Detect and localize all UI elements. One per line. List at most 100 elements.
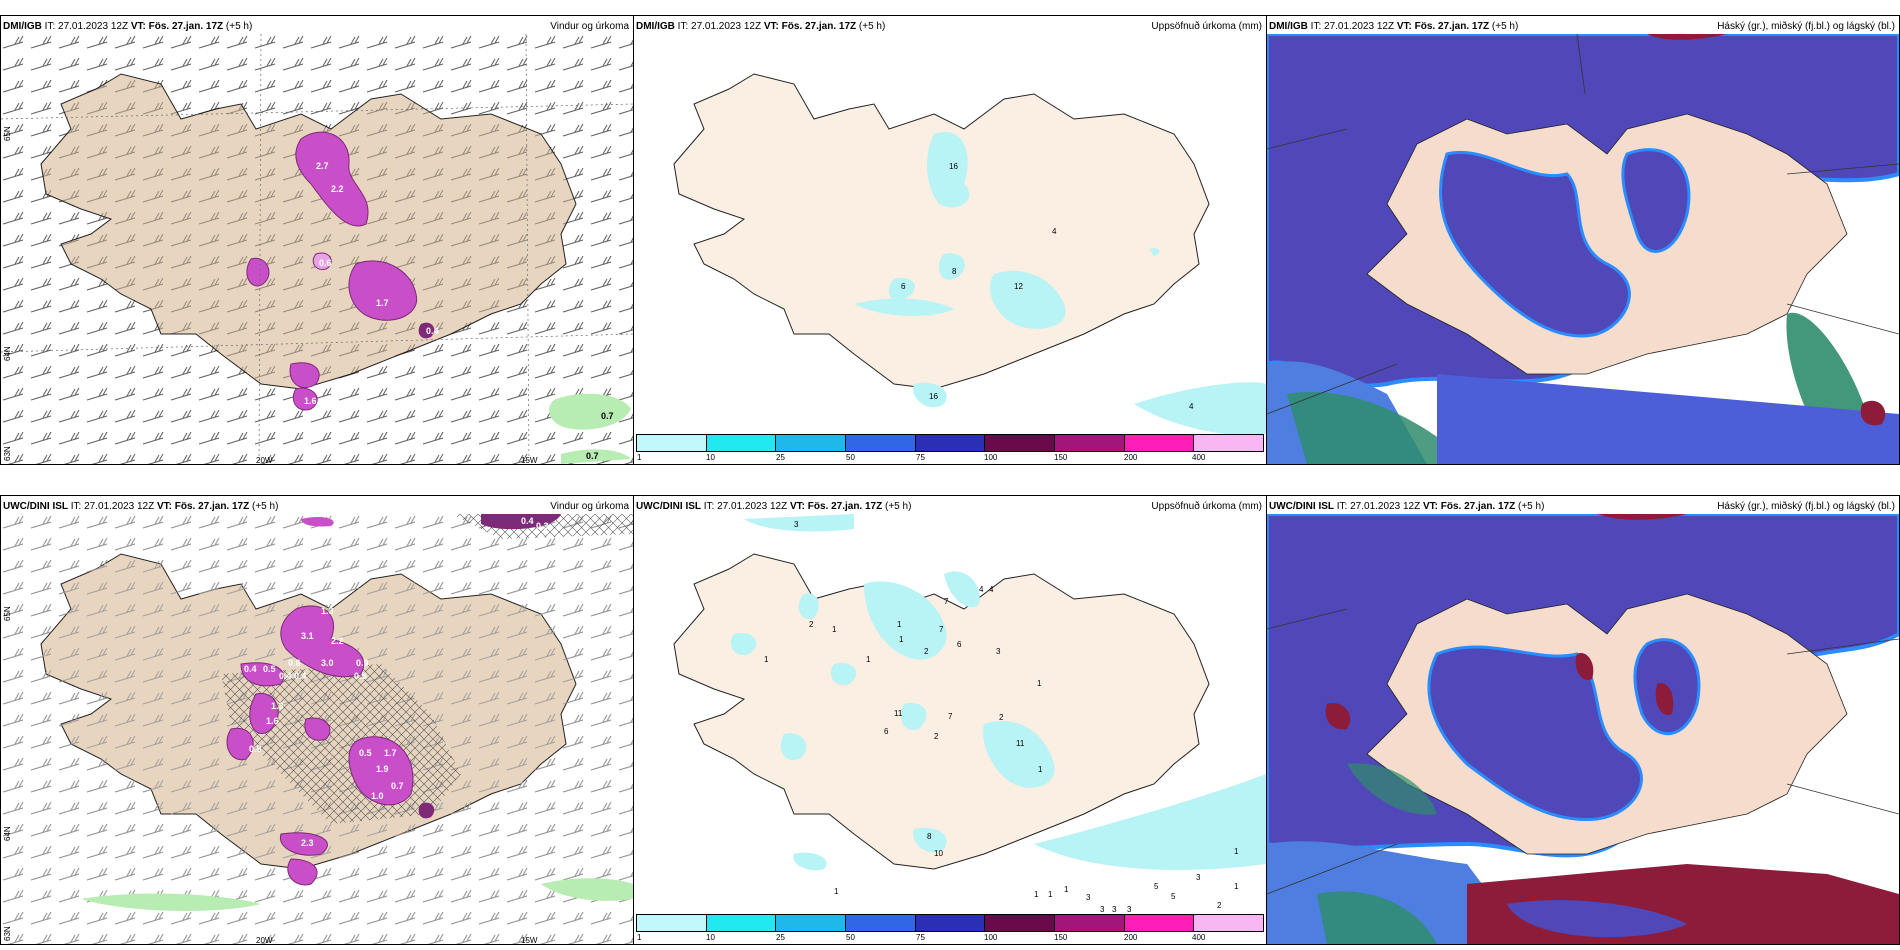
colorbar-bin [1194,435,1264,451]
lon-label-15w: 15W [521,456,538,465]
panel-header: DMI/IGB IT: 27.01.2023 12Z VT: Fös. 27.j… [1269,21,1519,32]
precip-blobs [81,514,633,911]
value-label: 5 [1154,882,1159,891]
value-label: 1 [1038,765,1043,774]
value-label: 1.6 [304,396,317,406]
colorbar [636,914,1264,932]
value-label: 10 [934,849,943,858]
colorbar-bin [985,435,1056,451]
value-label: 1.3 [271,701,284,711]
colorbar-ticks: 1 10 25 50 75 100 150 200 400 [636,933,1264,943]
value-label: 16 [949,162,958,171]
colorbar-tick: 50 [846,933,855,942]
value-label: 1 [1234,847,1239,856]
value-label: 2 [934,732,939,741]
value-label: 1 [1064,885,1069,894]
value-label: 0.4 [426,326,439,336]
lat-label-65n: 65N [3,606,12,621]
colorbar-tick: 1 [637,453,642,462]
value-label: 2 [999,713,1004,722]
accum-blobs [854,132,1266,436]
value-label: 3 [1086,893,1091,902]
value-label: 1.7 [384,748,397,758]
value-label: 0.4 [294,671,307,681]
precip-labels: 2.7 2.2 1.7 0.4 0.6 0.7 0.7 1.6 [304,161,614,461]
value-label: 4 [1052,227,1057,236]
lon-label-15w: 15W [521,936,538,945]
value-label: 0.7 [586,451,599,461]
accum-labels: 3 4 4 7 2 1 1 1 1 2 7 6 3 1 11 6 7 2 2 1… [764,520,1239,914]
panel-title: Uppsöfnuð úrkoma (mm) [1151,21,1262,32]
value-label: 3.1 [301,631,314,641]
colorbar-tick: 400 [1192,453,1206,462]
colorbar-bin [1124,435,1195,451]
value-label: 8 [927,832,932,841]
value-label: 1.6 [266,716,279,726]
colorbar-bin [1194,915,1264,931]
value-label: 7 [948,712,953,721]
value-label: 1 [897,620,902,629]
value-label: 3 [1100,905,1105,914]
value-label: 2 [924,647,929,656]
value-label: 1 [1234,882,1239,891]
panel-clouds-dmi: DMI/IGB IT: 27.01.2023 12Z VT: Fös. 27.j… [1266,15,1900,465]
colorbar-tick: 25 [776,453,785,462]
panel-title: Háský (gr.), miðský (fj.bl.) og lágský (… [1717,501,1895,512]
value-label: 2.7 [316,161,329,171]
value-label: 8 [952,267,957,276]
colorbar-tick: 10 [706,453,715,462]
colorbar-bin [846,915,916,931]
panel-clouds-dini: UWC/DINI ISL IT: 27.01.2023 12Z VT: Fös.… [1266,495,1900,945]
panel-title: Vindur og úrkoma [550,21,629,32]
value-label: 1 [899,635,904,644]
colorbar-bin [1124,915,1195,931]
lat-label-65n: 65N [3,126,12,141]
value-label: 7 [944,597,949,606]
value-label: 1.3 [321,606,334,616]
lon-label-20w: 20W [256,456,273,465]
value-label: 0.7 [601,411,614,421]
colorbar-tick: 25 [776,933,785,942]
value-label: 0.5 [263,664,276,674]
colorbar-bin [1055,435,1125,451]
colorbar-bin [1055,915,1125,931]
value-label: 1 [1048,890,1053,899]
panel-title: Háský (gr.), miðský (fj.bl.) og lágský (… [1717,21,1895,32]
value-label: 2.3 [301,838,314,848]
panel-header: UWC/DINI ISL IT: 27.01.2023 12Z VT: Fös.… [636,501,912,512]
colorbar-bin [846,435,916,451]
colorbar-bin [915,915,986,931]
colorbar-tick: 200 [1124,453,1138,462]
value-label: 1 [1037,679,1042,688]
value-label: 0.8 [249,744,262,754]
panel-accum-precip-dini: UWC/DINI ISL IT: 27.01.2023 12Z VT: Fös.… [633,495,1267,945]
lon-label-20w: 20W [256,936,273,945]
map-clouds [1267,514,1899,944]
value-label: 1.9 [376,764,389,774]
value-label: 2 [809,620,814,629]
value-label: 6 [901,282,906,291]
map-clouds [1267,34,1899,464]
panel-header: DMI/IGB IT: 27.01.2023 12Z VT: Fös. 27.j… [636,21,886,32]
value-label: 6 [884,727,889,736]
value-label: 0.5 [354,671,367,681]
colorbar [636,434,1264,452]
colorbar-tick: 150 [1054,453,1068,462]
panel-wind-precip-dini: UWC/DINI ISL IT: 27.01.2023 12Z VT: Fös.… [0,495,634,945]
value-label: 16 [929,392,938,401]
panel-header: UWC/DINI ISL IT: 27.01.2023 12Z VT: Fös.… [1269,501,1545,512]
accum-blobs [730,514,1266,871]
value-label: 11 [894,709,903,718]
value-label: 6 [957,640,962,649]
colorbar-tick: 75 [916,933,925,942]
value-label: 0.4 [244,664,257,674]
colorbar-tick: 150 [1054,933,1068,942]
precip-blobs [246,131,631,464]
value-label: 0.5 [359,748,372,758]
value-label: 1.0 [371,791,384,801]
colorbar-tick: 1 [637,933,642,942]
value-label: 0.9 [356,658,369,668]
map-accum-precip: 3 4 4 7 2 1 1 1 1 2 7 6 3 1 11 6 7 2 2 1… [673,514,1266,914]
value-label: 2.2 [331,184,344,194]
accum-labels: 16 4 8 6 12 4 16 [901,162,1194,411]
